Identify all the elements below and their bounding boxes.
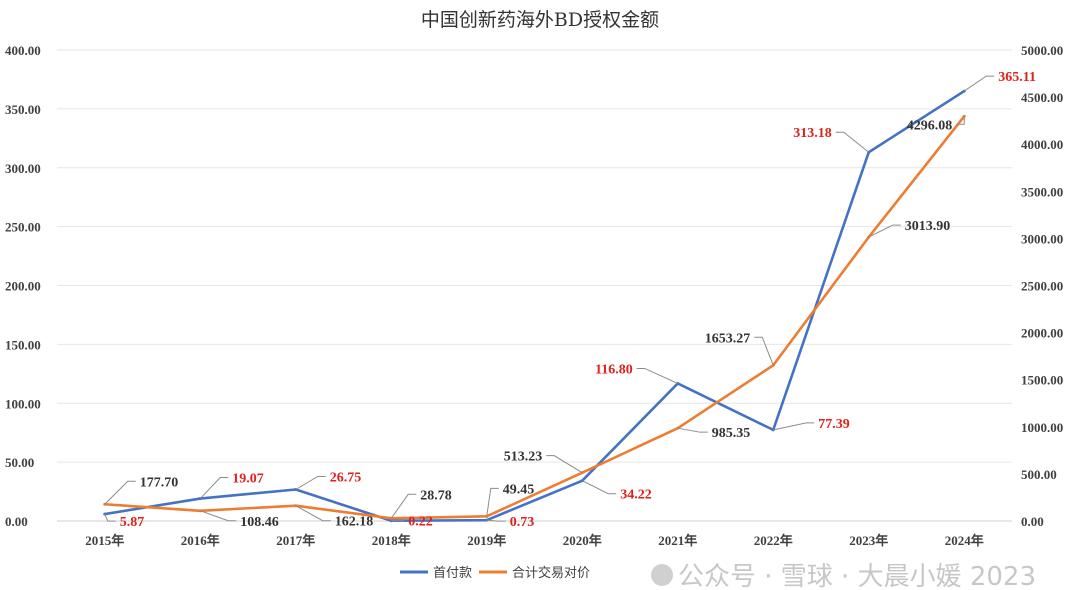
leader-line: [677, 427, 708, 433]
x-tick-label: 2019年: [467, 533, 506, 548]
data-label: 0.22: [408, 515, 433, 530]
leader-line: [582, 480, 617, 495]
watermark: 公众号 · 雪球 · 大晨小媛 2023: [651, 562, 1036, 590]
left-tick-label: 300.00: [5, 161, 41, 176]
left-tick-label: 400.00: [5, 43, 41, 58]
data-label: 513.23: [504, 450, 543, 465]
data-label: 116.80: [595, 362, 633, 377]
right-tick-label: 0.00: [1021, 514, 1044, 529]
leader-line: [295, 476, 326, 490]
x-tick-label: 2022年: [754, 533, 793, 548]
right-tick-label: 2500.00: [1021, 279, 1063, 294]
leader-line: [486, 519, 506, 522]
data-label: 313.18: [793, 126, 832, 141]
x-tick-label: 2017年: [276, 533, 315, 548]
data-label: 108.46: [240, 515, 279, 530]
leader-line: [199, 477, 229, 499]
data-labels: 5.87 19.07 26.75 0.22 0.73 34.22 116.80 77.39 31…: [104, 70, 1036, 530]
right-tick-label: 4500.00: [1021, 90, 1063, 105]
leader-line: [104, 480, 136, 505]
x-tick-label: 2016年: [181, 533, 220, 548]
x-tick-label: 2020年: [563, 533, 602, 548]
series-line-0: [104, 89, 965, 523]
data-label: 1653.27: [705, 331, 751, 346]
x-tick-label: 2015年: [85, 533, 124, 548]
legend: 首付款 合计交易对价: [400, 565, 590, 581]
leader-line: [390, 493, 417, 519]
leader-line: [956, 116, 965, 125]
data-label: 49.45: [503, 482, 535, 497]
right-tick-label: 3000.00: [1021, 231, 1063, 246]
data-label: 985.35: [712, 426, 751, 441]
data-label: 19.07: [232, 472, 264, 487]
right-tick-label: 3500.00: [1021, 184, 1063, 199]
legend-label: 首付款: [433, 566, 472, 581]
data-label: 34.22: [620, 488, 652, 503]
leader-line: [200, 510, 237, 522]
data-label: 28.78: [420, 488, 452, 503]
left-tick-label: 50.00: [5, 455, 34, 470]
right-axis: 0.00 500.00 1000.00 1500.00 2000.00 2500.00 30…: [1021, 43, 1063, 529]
x-tick-label: 2018年: [372, 533, 411, 548]
x-tick-label: 2023年: [849, 533, 888, 548]
right-tick-label: 1000.00: [1021, 420, 1063, 435]
leader-line: [868, 224, 901, 238]
right-tick-label: 5000.00: [1021, 43, 1063, 58]
chart-title: 中国创新药海外BD授权金额: [421, 9, 659, 31]
leader-line: [754, 336, 774, 366]
left-axis: 0.00 50.00 100.00 150.00 200.00 250.00 300.00 3…: [5, 43, 41, 529]
series-line-1: [104, 115, 966, 520]
data-label: 0.73: [510, 515, 535, 530]
left-tick-label: 350.00: [5, 102, 41, 117]
left-tick-label: 200.00: [5, 279, 41, 294]
x-tick-label: 2021年: [658, 533, 697, 548]
watermark-text: 公众号 · 雪球 · 大晨小媛 2023: [678, 562, 1036, 590]
data-label: 177.70: [140, 475, 179, 490]
legend-label: 合计交易对价: [512, 565, 590, 581]
right-tick-label: 2000.00: [1021, 326, 1063, 341]
data-label: 26.75: [330, 471, 362, 486]
leader-line: [636, 367, 678, 384]
leader-line: [963, 75, 995, 92]
x-axis: 2015年 2016年 2017年 2018年 2019年 2020年 2021年 2022年…: [85, 533, 984, 548]
right-tick-label: 500.00: [1021, 467, 1057, 482]
data-label: 77.39: [818, 417, 850, 432]
data-label: 162.18: [335, 515, 374, 530]
leader-line: [773, 422, 815, 431]
data-label: 3013.90: [905, 219, 951, 234]
leader-line: [104, 513, 116, 522]
wechat-icon: [651, 564, 673, 586]
leader-line: [835, 131, 870, 153]
left-tick-label: 100.00: [5, 396, 41, 411]
data-label: 5.87: [120, 515, 145, 530]
gridlines: [57, 49, 1012, 522]
data-label: 4296.08: [907, 118, 953, 133]
x-tick-label: 2024年: [945, 533, 984, 548]
leader-line: [546, 455, 583, 474]
leader-line: [295, 505, 331, 522]
left-tick-label: 0.00: [5, 514, 28, 529]
leader-line: [486, 487, 499, 517]
right-tick-label: 4000.00: [1021, 137, 1063, 152]
left-tick-label: 250.00: [5, 220, 41, 235]
right-tick-label: 1500.00: [1021, 373, 1063, 388]
data-label: 365.11: [998, 70, 1036, 85]
left-tick-label: 150.00: [5, 337, 41, 352]
